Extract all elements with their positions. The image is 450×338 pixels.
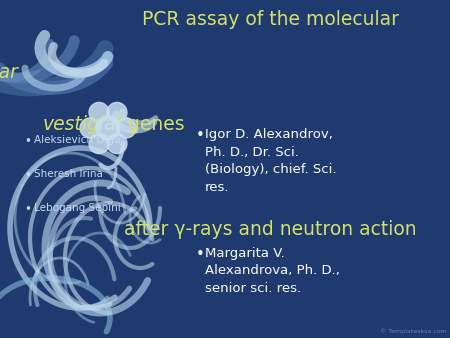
- Text: Igor D. Alexandrov,
Ph. D., Dr. Sci.
(Biology), chief. Sci.
res.: Igor D. Alexandrov, Ph. D., Dr. Sci. (Bi…: [205, 128, 336, 194]
- Text: Aleksievich Olga: Aleksievich Olga: [34, 135, 120, 145]
- Text: •: •: [25, 135, 32, 148]
- Text: Sheresh Irina: Sheresh Irina: [34, 169, 103, 179]
- Text: PCR assay of the molecular: PCR assay of the molecular: [141, 10, 399, 29]
- Text: •: •: [196, 128, 204, 143]
- Text: genes: genes: [122, 115, 184, 134]
- Text: cinnabar: cinnabar: [0, 63, 18, 81]
- Text: •: •: [25, 203, 32, 216]
- Text: vestigial: vestigial: [43, 115, 122, 134]
- Text: © Templatesksa.com: © Templatesksa.com: [380, 328, 447, 334]
- Circle shape: [89, 102, 109, 122]
- Text: •: •: [25, 169, 32, 182]
- Text: Margarita V.
Alexandrova, Ph. D.,
senior sci. res.: Margarita V. Alexandrova, Ph. D., senior…: [205, 247, 340, 295]
- Circle shape: [89, 134, 109, 153]
- Circle shape: [116, 118, 136, 138]
- Text: after γ-rays and neutron action: after γ-rays and neutron action: [124, 220, 416, 239]
- Text: Lebogang Sepini: Lebogang Sepini: [34, 203, 121, 213]
- Circle shape: [107, 102, 127, 122]
- Circle shape: [96, 116, 120, 140]
- Text: •: •: [196, 247, 204, 262]
- Circle shape: [80, 118, 100, 138]
- Circle shape: [107, 134, 127, 153]
